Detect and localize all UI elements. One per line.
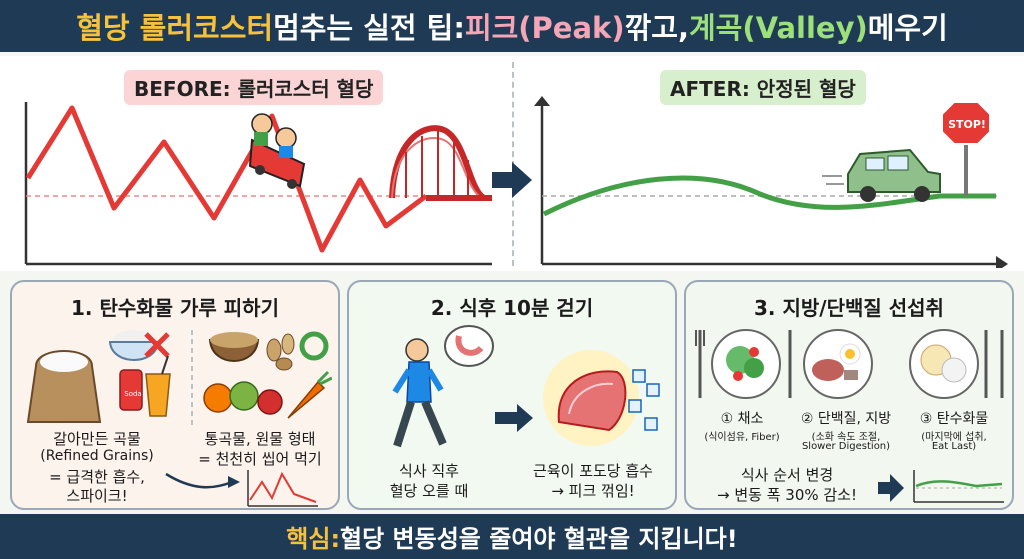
grain-bowl-icon <box>208 332 260 362</box>
title-part-5: 계곡(Valley) <box>688 11 868 45</box>
page-title: 혈당 롤러코스터 멈추는 실전 팁: 피크(Peak) 깎고, 계곡(Valle… <box>0 0 1024 52</box>
cross-icon <box>144 332 170 358</box>
before-chart <box>24 102 492 266</box>
plate1-sub: (식이섬유, Fiber) <box>704 432 780 443</box>
arrow-right-icon <box>492 162 532 198</box>
flat-chart-icon <box>878 470 1004 503</box>
tip2-walk-line1: 식사 직후 <box>399 462 459 480</box>
soda-can-icon <box>119 369 143 411</box>
plate2-sub2: Slower Digestion) <box>801 441 891 452</box>
after-chart <box>534 96 1008 268</box>
before-label: BEFORE: 롤러코스터 혈당 <box>124 70 384 105</box>
nuts-icon <box>266 333 295 371</box>
title-part-4: 깎고, <box>624 11 689 45</box>
plate2-sub1: (소화 속도 조절, <box>811 432 881 443</box>
tip2-muscle-line2: → 피크 꺾임! <box>551 482 635 500</box>
after-label: AFTER: 안정된 혈당 <box>660 70 866 105</box>
plate1-label: ① 채소 <box>720 411 764 427</box>
walking-person-icon <box>392 338 447 448</box>
glucose-cubes-icon <box>628 369 660 431</box>
order-line2: → 변동 폭 30% 감소! <box>717 486 857 504</box>
car-icon <box>822 148 941 202</box>
roller-coaster-icon <box>389 125 492 201</box>
protein-plate-icon <box>803 329 873 399</box>
tip1-title: 1. 탄수화물 가루 피하기 <box>70 296 279 320</box>
fork-icon <box>695 330 705 398</box>
tip3-plates <box>695 329 1004 399</box>
title-part-2: 멈추는 실전 팁: <box>273 11 465 45</box>
muscle-icon <box>543 350 639 446</box>
stop-sign-text: STOP! <box>948 118 986 131</box>
footer-message: 혈당 변동성을 줄여야 혈관을 지킵니다! <box>340 525 738 553</box>
tip1-bad-line3: = 급격한 흡수, <box>49 468 145 486</box>
juice-cup-icon <box>145 355 171 417</box>
tip1-bad-line2: (Refined Grains) <box>40 448 154 464</box>
flour-sack-icon <box>26 350 102 423</box>
tip-card-refined-carbs: 1. 탄수화물 가루 피하기 <box>10 280 340 510</box>
rice-plate-icon <box>909 329 979 399</box>
circle-icon <box>299 331 329 361</box>
order-line1: 식사 순서 변경 <box>740 466 834 484</box>
tip2-title: 2. 식후 10분 걷기 <box>430 296 594 320</box>
tip-card-walking: 2. 식후 10분 걷기 식사 직후 혈당 오를 때 근육이 포도당 흡수 <box>347 280 677 510</box>
grain-bowl-bad-icon <box>108 330 160 361</box>
salad-plate-icon <box>711 329 781 399</box>
tip2-arrow <box>495 404 533 432</box>
tip1-good-line1: 통곡물, 원물 형태 <box>204 430 316 448</box>
riders-icon <box>248 113 306 189</box>
stop-sign-icon <box>941 101 991 196</box>
title-part-6: 메우기 <box>867 11 948 45</box>
tip1-good-line2: = 천천히 씹어 먹기 <box>198 450 322 468</box>
tip3-title: 3. 지방/단백질 선섭취 <box>754 296 944 320</box>
tip2-walk-line2: 혈당 오를 때 <box>389 482 469 500</box>
after-glucose-line <box>542 175 996 217</box>
tip1-illustration <box>26 330 332 426</box>
vegetables-icon <box>203 370 332 419</box>
soda-can-text: Soda <box>124 390 142 398</box>
footer-key: 핵심: <box>286 525 341 553</box>
tip2-muscle-line1: 근육이 포도당 흡수 <box>533 462 653 480</box>
footer-key-message: 핵심: 혈당 변동성을 줄여야 혈관을 지킵니다! <box>0 514 1024 559</box>
stomach-icon <box>444 325 494 367</box>
plate3-label: ③ 탄수화물 <box>919 411 989 427</box>
plate2-label: ② 단백질, 지방 <box>800 411 892 427</box>
tip2-illustration <box>392 325 660 448</box>
tip1-bad-line4: 스파이크! <box>66 487 128 505</box>
before-glucose-line <box>25 105 428 253</box>
tip-card-eating-order: 3. 지방/단백질 선섭취 ① 채소 (식이섬유, Fiber) ② 단백질, … <box>684 280 1014 510</box>
plate3-sub1: (마지막에 섭취, <box>921 432 987 443</box>
plate3-sub2: Eat Last) <box>931 441 977 452</box>
spike-chart-icon <box>165 470 318 507</box>
tip1-bad-line1: 갈아만든 곡물 <box>53 430 141 448</box>
title-part-1: 혈당 롤러코스터 <box>76 11 274 45</box>
title-part-3: 피크(Peak) <box>464 11 625 45</box>
